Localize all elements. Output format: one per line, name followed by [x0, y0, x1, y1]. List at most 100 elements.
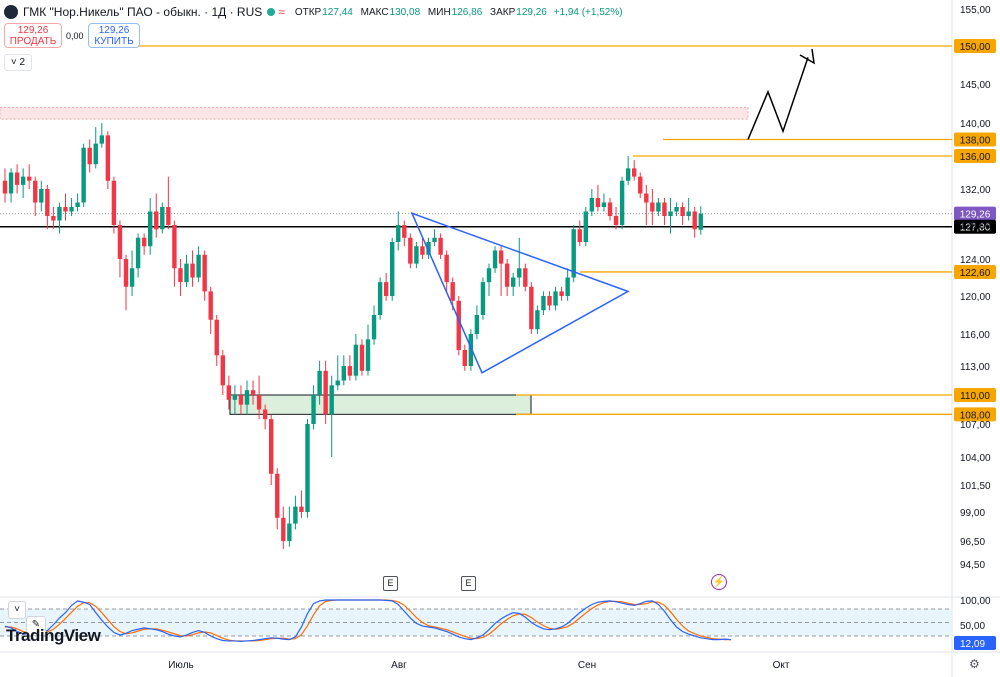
- price-tick-label: 145,00: [960, 80, 991, 91]
- candle-body: [111, 180, 117, 225]
- candle-body: [577, 229, 582, 242]
- ohlc-high-value: 130,08: [389, 6, 421, 18]
- sell-button[interactable]: 129,26 ПРОДАТЬ: [4, 23, 62, 48]
- buy-button[interactable]: 129,26 КУПИТЬ: [88, 23, 140, 48]
- candle-body: [377, 282, 383, 315]
- candle-body: [33, 180, 38, 203]
- candle-body: [166, 207, 171, 225]
- candle-body: [632, 168, 637, 177]
- price-tick-label: 96,50: [960, 537, 985, 548]
- ohlc-high-key: МАКС: [360, 6, 389, 18]
- candle-body: [75, 202, 80, 207]
- earnings-event-marker[interactable]: E: [461, 576, 476, 591]
- settings-gear-icon[interactable]: ⚙: [969, 657, 980, 671]
- candle-body: [541, 296, 546, 311]
- stoch-tick-label: 12,09: [960, 639, 985, 650]
- candle-body: [81, 147, 86, 203]
- sell-price: 129,26: [17, 25, 49, 36]
- candle-body: [414, 246, 419, 264]
- indicators-toggle-button[interactable]: ˅ 2: [4, 54, 32, 71]
- candle-body: [523, 268, 528, 287]
- data-delay-icon: ≈: [278, 5, 285, 19]
- candle-body: [565, 277, 570, 296]
- candle-body: [135, 237, 141, 269]
- current-price-tag: [954, 206, 996, 221]
- price-level-tag: [954, 132, 996, 147]
- candle-body: [8, 172, 14, 194]
- price-level-label: 108,00: [960, 410, 991, 421]
- candle-body: [613, 216, 619, 225]
- price-level-label: 110,00: [960, 391, 990, 402]
- price-level-tag: [954, 39, 996, 53]
- candle-body: [311, 395, 316, 424]
- candle-body: [63, 207, 68, 212]
- candle-body: [535, 310, 540, 330]
- candle-body: [650, 202, 655, 212]
- candle-body: [329, 385, 334, 415]
- candle-body: [226, 385, 232, 400]
- candle-body: [638, 176, 643, 194]
- candle-body: [87, 147, 92, 165]
- candle-body: [305, 424, 310, 512]
- candle-body: [27, 176, 32, 181]
- candle-body: [408, 237, 413, 264]
- candle-body: [190, 263, 195, 278]
- buy-price: 129,26: [98, 25, 130, 36]
- chevron-down-icon[interactable]: ˅: [8, 601, 26, 619]
- candle-body: [45, 189, 50, 216]
- candle-body: [692, 211, 697, 230]
- stoch-value-tag: [954, 636, 996, 650]
- tradingview-logo: TradingView: [6, 626, 101, 645]
- candle-body: [644, 193, 649, 203]
- candle-body: [154, 211, 159, 230]
- time-tick-label: Окт: [773, 660, 790, 671]
- candle-body: [462, 350, 467, 366]
- candle-body: [99, 135, 104, 144]
- draw-tool-icon[interactable]: ✎: [26, 616, 46, 636]
- candle-body: [589, 198, 595, 212]
- stoch-tick-label: 100,00: [960, 596, 991, 607]
- candle-body: [686, 211, 691, 216]
- candle-body: [432, 237, 437, 242]
- price-level-label: 150,00: [960, 42, 991, 53]
- triangle-pattern: [410, 212, 630, 374]
- candle-body: [287, 523, 292, 541]
- candle-body: [2, 180, 8, 194]
- candle-body: [486, 268, 492, 283]
- candle-body: [607, 202, 613, 216]
- projection-arrowhead: [799, 48, 815, 65]
- symbol-title[interactable]: ГМК "Нор.Никель" ПАО - обыкн. · 1Д · RUS: [23, 5, 263, 19]
- candle-body: [141, 237, 147, 247]
- candle-body: [468, 334, 474, 366]
- candle-body: [178, 268, 183, 283]
- candle-body: [275, 473, 280, 518]
- candle-body: [123, 259, 129, 287]
- support-zone: [229, 394, 532, 415]
- candle-body: [293, 506, 298, 524]
- candle-body: [396, 225, 401, 242]
- candle-body: [547, 296, 552, 306]
- candle-body: [571, 229, 576, 278]
- candles-group: [2, 123, 703, 550]
- ohlc-low-value: 126,86: [451, 6, 483, 18]
- earnings-event-marker[interactable]: E: [383, 576, 398, 591]
- candle-body: [93, 143, 98, 165]
- price-tick-label: 107,00: [960, 420, 991, 431]
- candle-body: [250, 390, 256, 395]
- current-price-label: 129,26: [960, 210, 991, 221]
- candle-body: [662, 202, 667, 216]
- candle-body: [57, 207, 62, 221]
- candle-body: [269, 419, 274, 474]
- buy-label: КУПИТЬ: [94, 36, 134, 47]
- candle-body: [426, 242, 431, 255]
- price-tick-label: 128,00: [960, 221, 991, 232]
- support-line-label: 127,80: [960, 223, 991, 234]
- lightning-icon[interactable]: ⚡: [711, 574, 727, 590]
- candle-body: [347, 366, 353, 376]
- candle-body: [656, 202, 661, 212]
- time-tick-label: Авг: [391, 660, 407, 671]
- candle-body: [698, 213, 703, 230]
- price-tick-label: 155,00: [960, 5, 991, 16]
- candle-body: [262, 409, 268, 420]
